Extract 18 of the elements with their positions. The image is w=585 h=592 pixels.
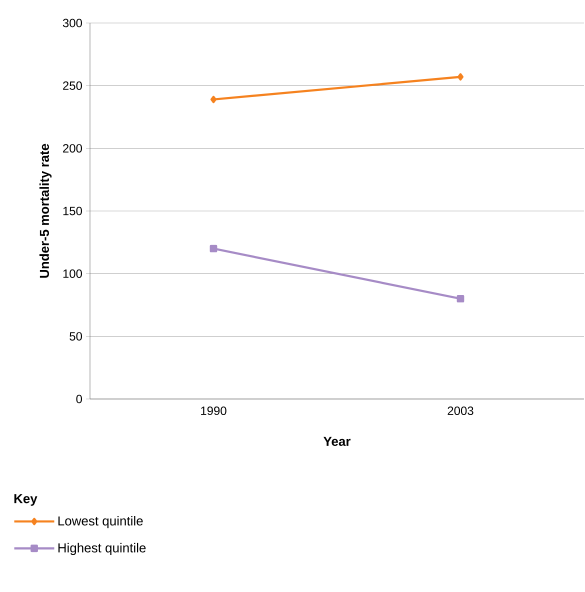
y-tick-label: 50 xyxy=(70,332,82,341)
x-tick-label: 2003 xyxy=(448,406,474,416)
y-axis-title: Under-5 mortality rate xyxy=(39,144,52,278)
point xyxy=(210,244,218,252)
y-tick-label: 200 xyxy=(63,144,82,153)
point xyxy=(210,96,217,104)
legend-label: Highest quintile xyxy=(58,542,146,556)
y-tick-label: 150 xyxy=(63,206,82,216)
legend-label: Lowest quintile xyxy=(58,516,143,528)
x-tick-label: 1990 xyxy=(201,406,226,416)
x-axis-title: Year xyxy=(323,436,351,446)
y-tick-label: 300 xyxy=(62,18,82,28)
point xyxy=(457,73,464,81)
y-tick-label: 100 xyxy=(63,269,82,278)
y-tick-label: 0 xyxy=(76,394,82,404)
y-tick-label: 250 xyxy=(63,81,82,90)
legend-title: Key xyxy=(14,494,38,506)
point xyxy=(456,295,464,302)
